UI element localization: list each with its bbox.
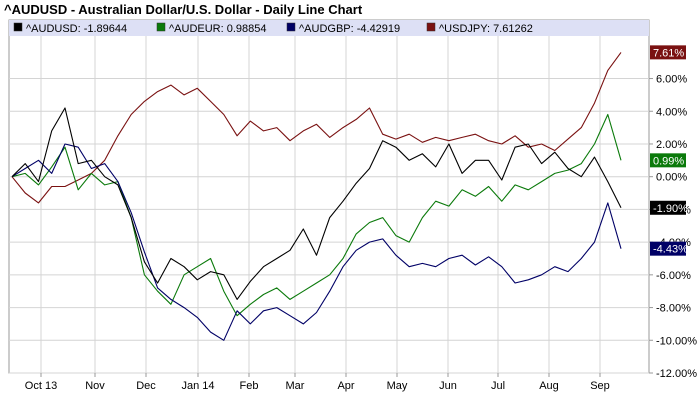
legend-swatch xyxy=(13,22,23,32)
end-label-audgbp: -4.43% xyxy=(650,241,688,256)
end-label-badge xyxy=(650,153,686,168)
x-tick-label: Jul xyxy=(491,380,505,392)
legend-item-audeur: ^AUDEUR: 0.98854 xyxy=(156,22,267,35)
y-tick-label: 4.00% xyxy=(656,106,687,118)
x-tick-label: Nov xyxy=(85,380,105,392)
y-tick-label: 6.00% xyxy=(656,74,687,86)
end-label-text: -1.90% xyxy=(653,203,688,215)
x-tick-label: Jun xyxy=(439,380,457,392)
legend-label: ^AUDGBP: -4.42919 xyxy=(299,23,400,35)
series-line-audgbp xyxy=(11,143,622,341)
x-tick-label: Mar xyxy=(286,380,305,392)
x-tick-label: Feb xyxy=(240,380,259,392)
y-axis: 6.00%4.00%2.00%0.00%-2.00%-4.00%-6.00%-8… xyxy=(649,74,697,380)
legend-item-audgbp: ^AUDGBP: -4.42919 xyxy=(286,22,400,35)
y-tick-label: -6.00% xyxy=(656,270,691,282)
x-tick-label: Sep xyxy=(590,380,610,392)
legend-label: ^USDJPY: 7.61262 xyxy=(439,23,533,35)
legend-item-usdjpy: ^USDJPY: 7.61262 xyxy=(426,22,533,35)
end-label-text: -4.43% xyxy=(653,244,688,256)
end-label-badge xyxy=(650,200,686,215)
legend-label: ^AUDEUR: 0.98854 xyxy=(169,23,267,35)
legend: ^AUDUSD: -1.89644 ^AUDEUR: 0.98854 ^AUDGBP… xyxy=(13,22,533,35)
legend-swatch xyxy=(156,22,166,32)
end-label-audusd: -1.90% xyxy=(650,200,688,215)
chart-title: ^AUDUSD - Australian Dollar/U.S. Dollar … xyxy=(4,2,363,17)
end-label-badge xyxy=(650,45,686,60)
legend-swatch xyxy=(426,22,436,32)
y-tick-label: -12.00% xyxy=(656,368,697,380)
y-tick-label: -8.00% xyxy=(656,303,691,315)
legend-label: ^AUDUSD: -1.89644 xyxy=(26,23,127,35)
y-tick-label: -10.00% xyxy=(656,335,697,347)
end-labels: -1.90% 0.99% -4.43% 7.61% xyxy=(650,45,688,256)
x-axis: Oct 13 Nov Dec Jan 14 Feb Mar Apr May Jun Jul Aug S… xyxy=(25,373,610,392)
series-lines xyxy=(11,52,622,341)
end-label-audeur: 0.99% xyxy=(650,153,686,168)
series-line-audusd xyxy=(11,107,622,300)
y-tick-label: 2.00% xyxy=(656,139,687,151)
legend-bar xyxy=(9,20,649,36)
series-line-usdjpy xyxy=(11,52,622,204)
plot-area xyxy=(8,19,650,374)
end-label-text: 0.99% xyxy=(653,155,684,167)
x-tick-label: Jan 14 xyxy=(181,380,214,392)
x-tick-label: Dec xyxy=(136,380,156,392)
legend-item-audusd: ^AUDUSD: -1.89644 xyxy=(13,22,127,35)
x-tick-label: Apr xyxy=(337,380,354,392)
x-tick-label: Oct 13 xyxy=(25,380,57,392)
end-label-usdjpy: 7.61% xyxy=(650,45,686,60)
end-label-text: 7.61% xyxy=(653,47,684,59)
x-tick-label: Aug xyxy=(539,380,559,392)
legend-swatch xyxy=(286,22,296,32)
end-label-badge xyxy=(650,241,686,256)
x-tick-label: May xyxy=(387,380,408,392)
y-tick-label: 0.00% xyxy=(656,172,687,184)
